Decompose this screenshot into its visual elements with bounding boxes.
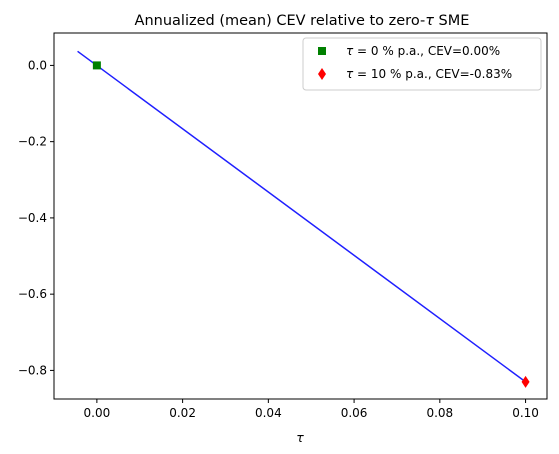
legend-box — [302, 37, 542, 91]
y-tick-label: −0.4 — [18, 211, 47, 225]
legend-entry-label: τ = 0 % p.a., CEV=0.00% — [346, 44, 500, 58]
y-tick-label: −0.6 — [18, 287, 47, 301]
y-tick-label: −0.2 — [18, 135, 47, 149]
chart-title: Annualized (mean) CEV relative to zero-τ… — [135, 13, 470, 29]
marker-diamond-1 — [521, 375, 530, 388]
x-axis: 0.00 0.02 0.04 0.06 0.08 0.10 — [84, 399, 539, 420]
x-tick-label: 0.04 — [255, 406, 282, 420]
y-tick-label: −0.8 — [18, 363, 47, 377]
axes-frame — [53, 32, 548, 400]
marker-square-0 — [92, 61, 101, 70]
series-line — [77, 50, 527, 383]
legend: τ = 0 % p.a., CEV=0.00% τ = 10 % p.a., CE… — [302, 37, 542, 91]
x-tick-label: 0.08 — [426, 406, 453, 420]
y-axis: 0.0 −0.2 −0.4 −0.6 −0.8 — [18, 58, 54, 377]
legend-entry-label: τ = 10 % p.a., CEV=-0.83% — [346, 67, 512, 81]
x-tick-label: 0.00 — [84, 406, 111, 420]
x-axis-label: τ — [296, 430, 304, 445]
x-tick-label: 0.02 — [169, 406, 196, 420]
legend-marker-diamond — [318, 68, 326, 80]
plot-area — [53, 32, 548, 400]
x-tick-label: 0.10 — [512, 406, 539, 420]
legend-marker-square — [318, 47, 326, 55]
x-tick-label: 0.06 — [341, 406, 368, 420]
y-tick-label: 0.0 — [28, 58, 47, 72]
